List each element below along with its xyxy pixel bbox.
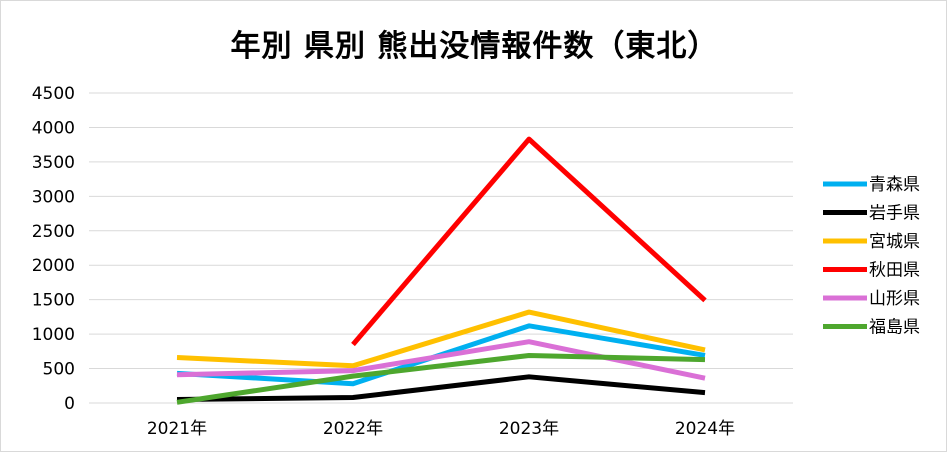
series-lines: [176, 136, 707, 405]
legend-label: 秋田県: [869, 261, 920, 281]
y-tick-label: 1000: [32, 325, 75, 345]
y-axis-tick-labels: 0 500 1000 1500 2000 2500 3000 3500 4000 4500: [32, 84, 75, 414]
legend-label: 岩手県: [869, 204, 920, 224]
y-tick-label: 4000: [32, 118, 75, 138]
series-line-3: [351, 136, 707, 347]
x-tick-label: 2022年: [323, 419, 383, 439]
series-line-1: [176, 374, 706, 403]
x-tick-label: 2021年: [147, 419, 207, 439]
y-tick-label: 0: [64, 394, 75, 414]
y-tick-label: 3000: [32, 187, 75, 207]
y-tick-label: 2500: [32, 222, 75, 242]
legend-label: 福島県: [869, 318, 920, 338]
series-line-2: [176, 309, 706, 369]
x-tick-label: 2023年: [499, 419, 559, 439]
gridlines: [89, 92, 793, 404]
y-tick-label: 3500: [32, 153, 75, 173]
chart-title: 年別 県別 熊出没情報件数（東北）: [230, 29, 719, 64]
legend-label: 宮城県: [869, 232, 920, 252]
x-axis-tick-labels: 2021年 2022年 2023年 2024年: [147, 419, 735, 439]
y-tick-label: 4500: [32, 84, 75, 104]
y-tick-label: 1500: [32, 291, 75, 311]
y-tick-label: 500: [43, 360, 75, 380]
series-line-5: [176, 352, 706, 405]
legend-label: 山形県: [869, 289, 920, 309]
legend-label: 青森県: [869, 175, 920, 195]
y-tick-label: 2000: [32, 256, 75, 276]
x-tick-label: 2024年: [675, 419, 735, 439]
